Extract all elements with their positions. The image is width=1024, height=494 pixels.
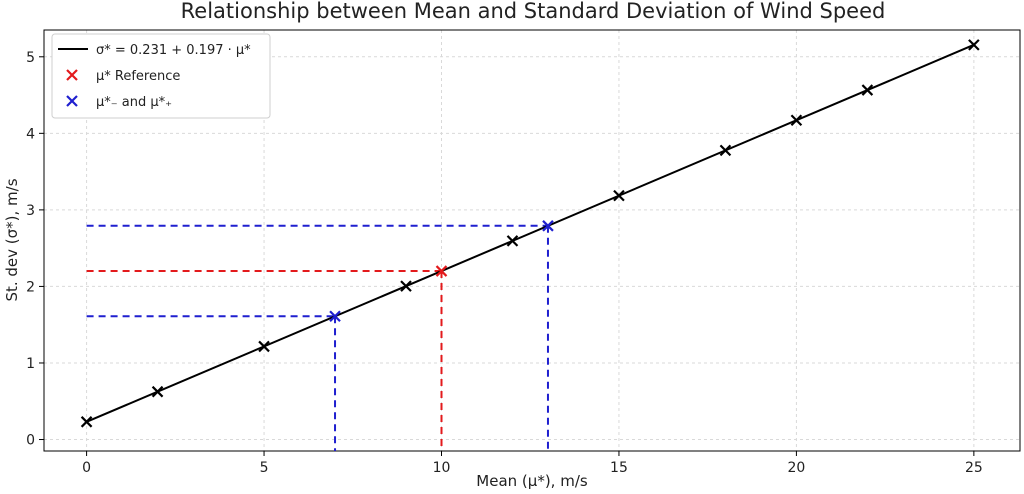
data-point-marker bbox=[80, 416, 93, 428]
bounds-marker-stroke-b bbox=[329, 310, 341, 323]
legend-label-reference: μ* Reference bbox=[96, 69, 180, 84]
data-point-marker-stroke-b bbox=[258, 340, 270, 353]
legend-label-bounds: μ*₋ and μ*₊ bbox=[96, 95, 172, 110]
data-point-marker-stroke-b bbox=[968, 39, 980, 51]
bounds-marker bbox=[329, 310, 341, 323]
legend-bounds-marker bbox=[66, 95, 78, 107]
plot-frame bbox=[43, 29, 1021, 452]
guide-lines bbox=[86, 224, 549, 451]
data-point-marker bbox=[506, 235, 519, 247]
data-point-marker-stroke-b bbox=[719, 144, 732, 157]
data-point-marker-stroke-b bbox=[613, 189, 625, 202]
bounds-marker-stroke-b bbox=[542, 220, 554, 232]
x-axis-ticks: 0 5 10 15 20 25 bbox=[82, 451, 983, 476]
data-point-marker-stroke-b bbox=[400, 280, 412, 292]
y-tick-label: 0 bbox=[26, 433, 35, 449]
x-tick-label: 20 bbox=[787, 460, 805, 476]
legend: σ* = 0.231 + 0.197 · μ* μ* Reference μ*₋… bbox=[51, 33, 271, 119]
y-tick-label: 2 bbox=[26, 279, 35, 295]
data-point-marker-stroke-b bbox=[151, 385, 164, 398]
reference-marker bbox=[435, 265, 448, 277]
y-tick-label: 5 bbox=[26, 50, 35, 66]
grid bbox=[44, 30, 1020, 451]
data-point-marker bbox=[861, 84, 874, 96]
chart-title: Relationship between Mean and Standard D… bbox=[181, 0, 886, 23]
x-tick-label: 0 bbox=[82, 460, 91, 476]
regression-line bbox=[86, 43, 975, 423]
y-tick-label: 1 bbox=[26, 356, 35, 372]
markers bbox=[80, 39, 980, 428]
bounds-marker bbox=[542, 220, 554, 232]
data-point-marker bbox=[719, 144, 732, 157]
y-tick-label: 4 bbox=[26, 126, 35, 142]
x-axis-label: Mean (μ*), m/s bbox=[476, 472, 588, 490]
x-tick-label: 25 bbox=[965, 460, 983, 476]
data-point-marker-stroke-b bbox=[861, 84, 874, 96]
legend-bounds-x bbox=[66, 95, 78, 107]
data-point-marker bbox=[258, 340, 270, 353]
reference-marker-stroke-b bbox=[435, 265, 448, 277]
legend-box bbox=[51, 33, 271, 119]
y-axis-ticks: 0 1 2 3 4 5 bbox=[26, 50, 44, 449]
data-point-marker bbox=[613, 189, 625, 202]
legend-reference-marker bbox=[66, 69, 78, 81]
data-point-marker-stroke-b bbox=[506, 235, 519, 247]
legend-label-line: σ* = 0.231 + 0.197 · μ* bbox=[96, 43, 251, 58]
legend-bounds-x-stroke-b bbox=[66, 95, 78, 107]
data-point-marker bbox=[790, 114, 803, 127]
legend-reference-x bbox=[66, 69, 78, 81]
data-point-marker bbox=[968, 39, 980, 51]
data-point-marker-stroke-b bbox=[790, 114, 803, 127]
data-point-marker bbox=[151, 385, 164, 398]
x-tick-label: 5 bbox=[260, 460, 269, 476]
y-axis-label: St. dev (σ*), m/s bbox=[3, 178, 21, 301]
series bbox=[86, 43, 975, 423]
x-tick-label: 10 bbox=[433, 460, 451, 476]
x-tick-label: 15 bbox=[610, 460, 628, 476]
data-point-marker-stroke-b bbox=[80, 416, 93, 428]
y-tick-label: 3 bbox=[26, 203, 35, 219]
data-point-marker bbox=[400, 280, 412, 292]
legend-reference-x-stroke-b bbox=[66, 69, 78, 81]
